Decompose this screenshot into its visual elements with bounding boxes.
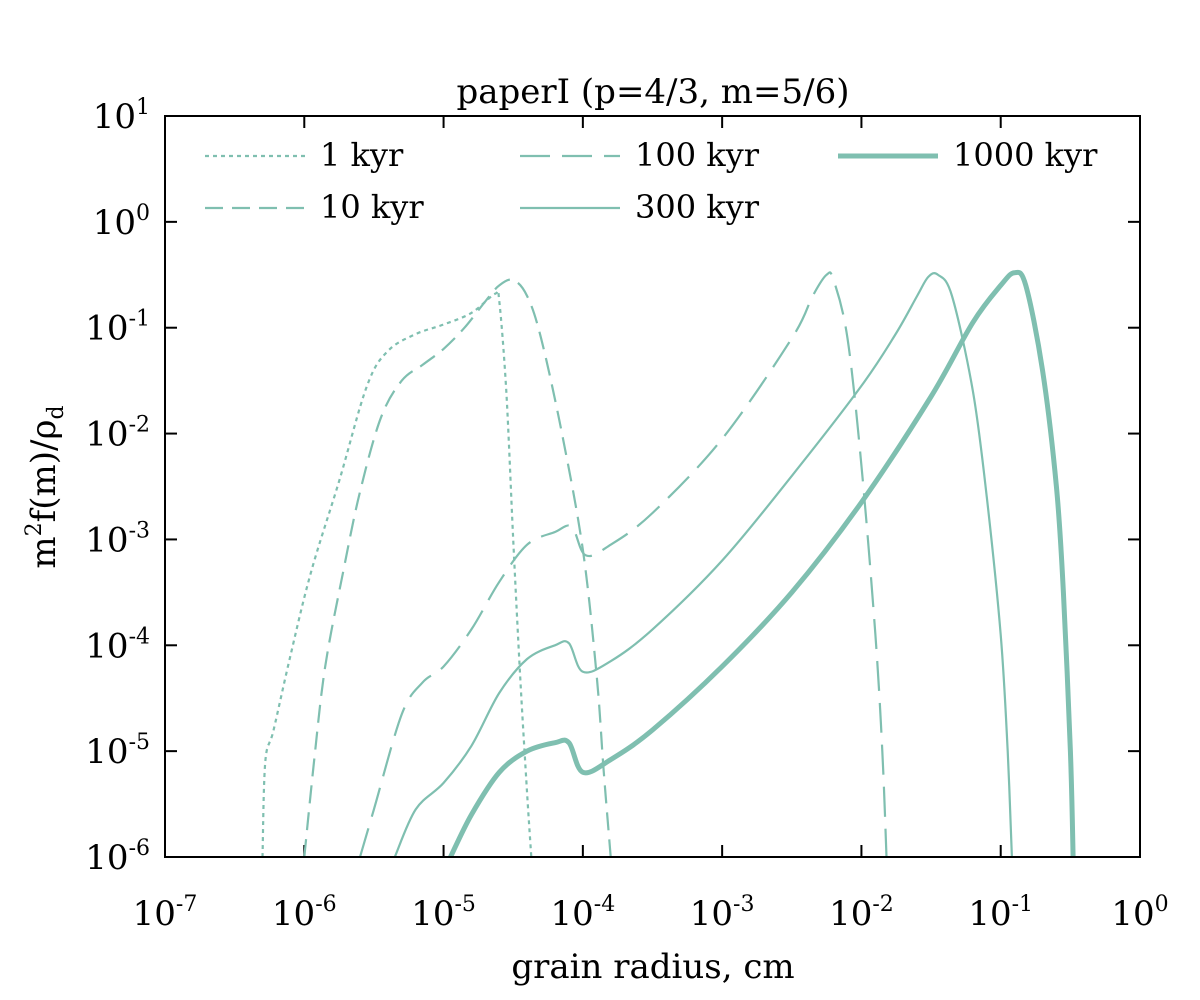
legend-label: 10 kyr: [320, 188, 424, 226]
series-line-3: [358, 271, 888, 857]
y-axis-label-sub: d: [44, 405, 69, 419]
x-tick-label: 10-1: [968, 892, 1033, 934]
x-tick-label: 100: [1111, 892, 1168, 934]
x-tick-label: 10-4: [551, 892, 616, 934]
plot-frame: [164, 115, 1141, 858]
legend-label: 300 kyr: [635, 188, 760, 226]
y-tick-label: 10-5: [85, 730, 150, 772]
x-tick-label: 10-5: [411, 892, 476, 934]
legend-label: 1 kyr: [320, 136, 404, 174]
y-tick-label: 10-1: [85, 307, 150, 349]
x-axis-label-group: grain radius, cm: [511, 947, 794, 987]
y-axis-label-group: m2f(m)/ρd: [22, 405, 69, 568]
legend: 1 kyr 10 kyr 100 kyr 300 kyr 1000 kyr: [205, 136, 1098, 226]
y-axis-label-sup: 2: [22, 522, 47, 536]
axis-ticks: [164, 115, 1141, 858]
y-tick-label: 100: [93, 201, 150, 243]
x-tick-label: 10-2: [829, 892, 894, 934]
y-axis-label-main: m: [24, 536, 64, 568]
y-tick-label: 10-2: [85, 413, 150, 455]
x-axis-label: grain radius, cm: [511, 947, 794, 987]
tick-labels: 10-7 10-6 10-5 10-4 10-3 10-2 10-1 100 10-6 10-5 1…: [85, 95, 1168, 934]
x-tick-label: 10-6: [272, 892, 337, 934]
legend-label: 100 kyr: [635, 136, 760, 174]
y-axis-label-rest: f(m)/ρ: [24, 420, 64, 523]
legend-label: 1000 kyr: [953, 136, 1098, 174]
y-tick-label: 10-4: [85, 624, 150, 666]
title-group: paperI (p=4/3, m=5/6): [457, 72, 850, 112]
series-line-2: [303, 278, 612, 857]
x-tick-label: 10-7: [133, 892, 198, 934]
series-line-5: [448, 269, 1076, 857]
x-tick-label: 10-3: [690, 892, 755, 934]
series-lines: [261, 269, 1076, 857]
y-tick-label: 10-6: [85, 836, 150, 878]
series-line-4: [393, 272, 1013, 857]
series-line-1: [261, 289, 533, 857]
y-tick-label: 10-3: [85, 518, 150, 560]
chart-title: paperI (p=4/3, m=5/6): [457, 72, 850, 112]
y-tick-label: 101: [93, 95, 150, 137]
y-axis-label: m2f(m)/ρd: [22, 405, 69, 568]
